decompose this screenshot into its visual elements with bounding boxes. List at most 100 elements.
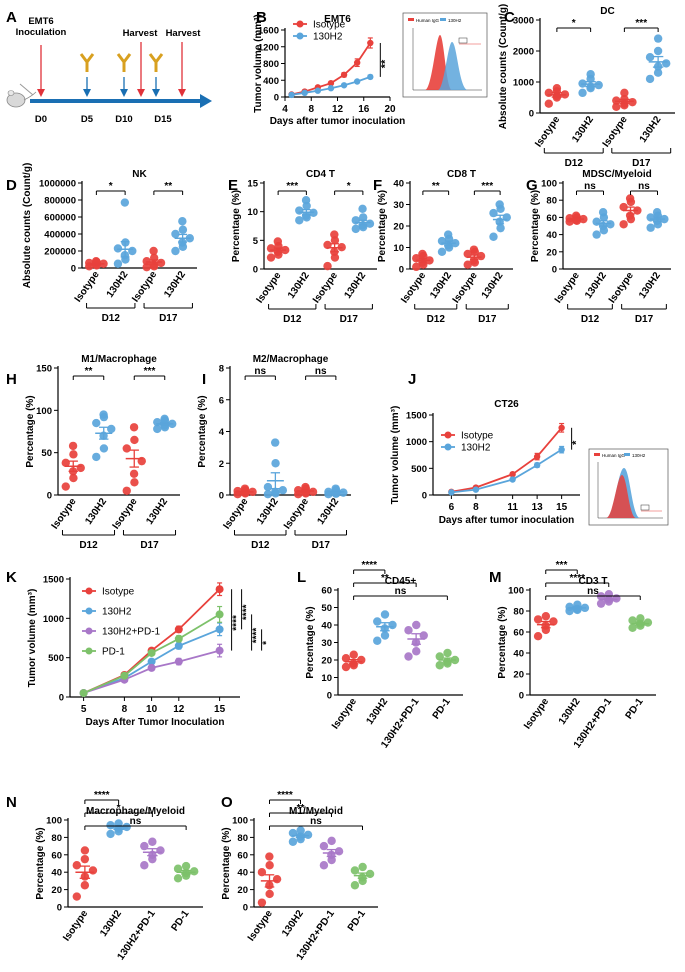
panel-h: H M1/Macrophage 0 50 100 150 Percentage (%) Iso…: [6, 354, 180, 551]
data-point: [99, 410, 108, 419]
y-tick-label: 1000: [513, 78, 534, 89]
data-point: [620, 88, 629, 98]
antibody-arm-left: [116, 53, 126, 63]
sig-label: *: [262, 641, 273, 645]
panel-letter: E: [228, 177, 238, 194]
antibody-arm-right: [122, 53, 132, 63]
group-bracket-label: D17: [312, 540, 331, 551]
x-tick-label: 5: [81, 704, 87, 715]
legend-label: 130H2: [102, 607, 132, 618]
y-tick-label: 1200: [258, 42, 279, 53]
y-tick-label: 3000: [513, 16, 534, 27]
y-tick-label: 0: [71, 264, 76, 275]
data-point: [215, 585, 224, 594]
group-bracket-label: D17: [340, 314, 359, 325]
legend-swatch-130h2-j: [624, 453, 630, 456]
data-point: [502, 213, 511, 222]
data-point: [319, 841, 329, 851]
data-point: [72, 892, 82, 901]
data-point: [463, 249, 472, 259]
data-point: [645, 74, 655, 84]
x-tick-label: 15: [214, 704, 226, 715]
gate-box: [458, 37, 468, 44]
y-tick-label: 20: [51, 885, 62, 896]
y-tick-label: 80: [546, 196, 557, 207]
category-label: 130H2: [342, 270, 368, 301]
data-point: [296, 826, 305, 835]
data-point: [215, 625, 224, 634]
category-label: 130H2: [583, 270, 609, 301]
data-point: [142, 262, 151, 272]
data-point: [565, 214, 574, 223]
x-tick-label: 12: [332, 104, 344, 115]
data-point: [88, 866, 98, 875]
group-bracket-label: D12: [79, 540, 98, 551]
dosing-arrowhead: [83, 89, 91, 97]
sig-label: *: [117, 803, 121, 814]
legend-label: 130H2: [313, 32, 343, 43]
data-point: [178, 217, 187, 226]
data-point: [652, 208, 662, 217]
data-point: [643, 618, 653, 627]
sig-label: **: [379, 59, 391, 68]
y-tick-label: 40: [546, 230, 557, 241]
day-label-d5: D5: [81, 114, 94, 125]
legend-marker: [85, 607, 93, 615]
data-point: [147, 663, 156, 672]
x-tick-label: 15: [556, 502, 568, 513]
data-point: [273, 237, 283, 246]
data-point: [418, 249, 427, 259]
data-point: [598, 208, 608, 217]
y-tick-label: 400000: [44, 230, 76, 241]
category-label: Isotype: [522, 696, 551, 731]
data-point: [265, 861, 274, 870]
legend-marker: [85, 647, 93, 655]
y-axis-label: Tumor volume (mm³): [390, 406, 401, 505]
data-point: [351, 224, 360, 234]
x-axis-label: Days after tumor inoculation: [270, 116, 406, 127]
category-label: PD-1: [346, 908, 368, 933]
y-tick-label: 60: [321, 586, 332, 597]
y-tick-label: 100: [232, 816, 248, 827]
y-axis-label: Percentage (%): [25, 395, 36, 467]
sig-label: **: [381, 573, 389, 584]
data-point: [92, 418, 101, 428]
sig-label: ***: [144, 366, 156, 377]
data-point: [612, 102, 621, 112]
data-point: [495, 200, 504, 209]
data-point: [437, 247, 447, 256]
category-label: Isotype: [254, 270, 283, 305]
y-axis-label: Absolute counts (Count/g): [498, 4, 509, 130]
category-label: 130H2: [98, 908, 124, 939]
data-point: [156, 258, 166, 268]
histogram-130h2-peak: [438, 42, 468, 90]
harvest-arrowhead-1: [137, 89, 145, 97]
data-point: [295, 216, 304, 225]
data-point: [533, 632, 543, 641]
antibody-icon: [116, 53, 132, 97]
data-point: [340, 82, 348, 89]
y-tick-label: 2000: [513, 47, 534, 58]
data-point: [653, 46, 663, 56]
x-axis-label: Days After Tumor Inoculation: [86, 717, 225, 728]
legend-label: Isotype: [102, 587, 135, 598]
series-line: [83, 588, 221, 694]
y-tick-label: 1600: [258, 26, 279, 37]
data-point: [270, 487, 280, 497]
y-axis-label: Tumor volume (mm³): [253, 14, 264, 113]
data-point: [443, 230, 453, 239]
y-tick-label: 20: [237, 885, 248, 896]
y-tick-label: 1500: [406, 411, 427, 422]
data-point: [340, 71, 348, 79]
y-tick-label: 50: [321, 603, 332, 614]
sig-label: ****: [361, 560, 377, 571]
hist-legend-igg-j: Human IgG: [602, 453, 626, 458]
hist-legend-igg: Human IgG: [416, 18, 440, 23]
panel-letter: M: [489, 569, 502, 586]
data-point: [147, 648, 156, 657]
y-tick-label: 60: [546, 213, 557, 224]
harvest-label-1: Harvest: [123, 28, 159, 39]
data-point: [301, 482, 310, 492]
